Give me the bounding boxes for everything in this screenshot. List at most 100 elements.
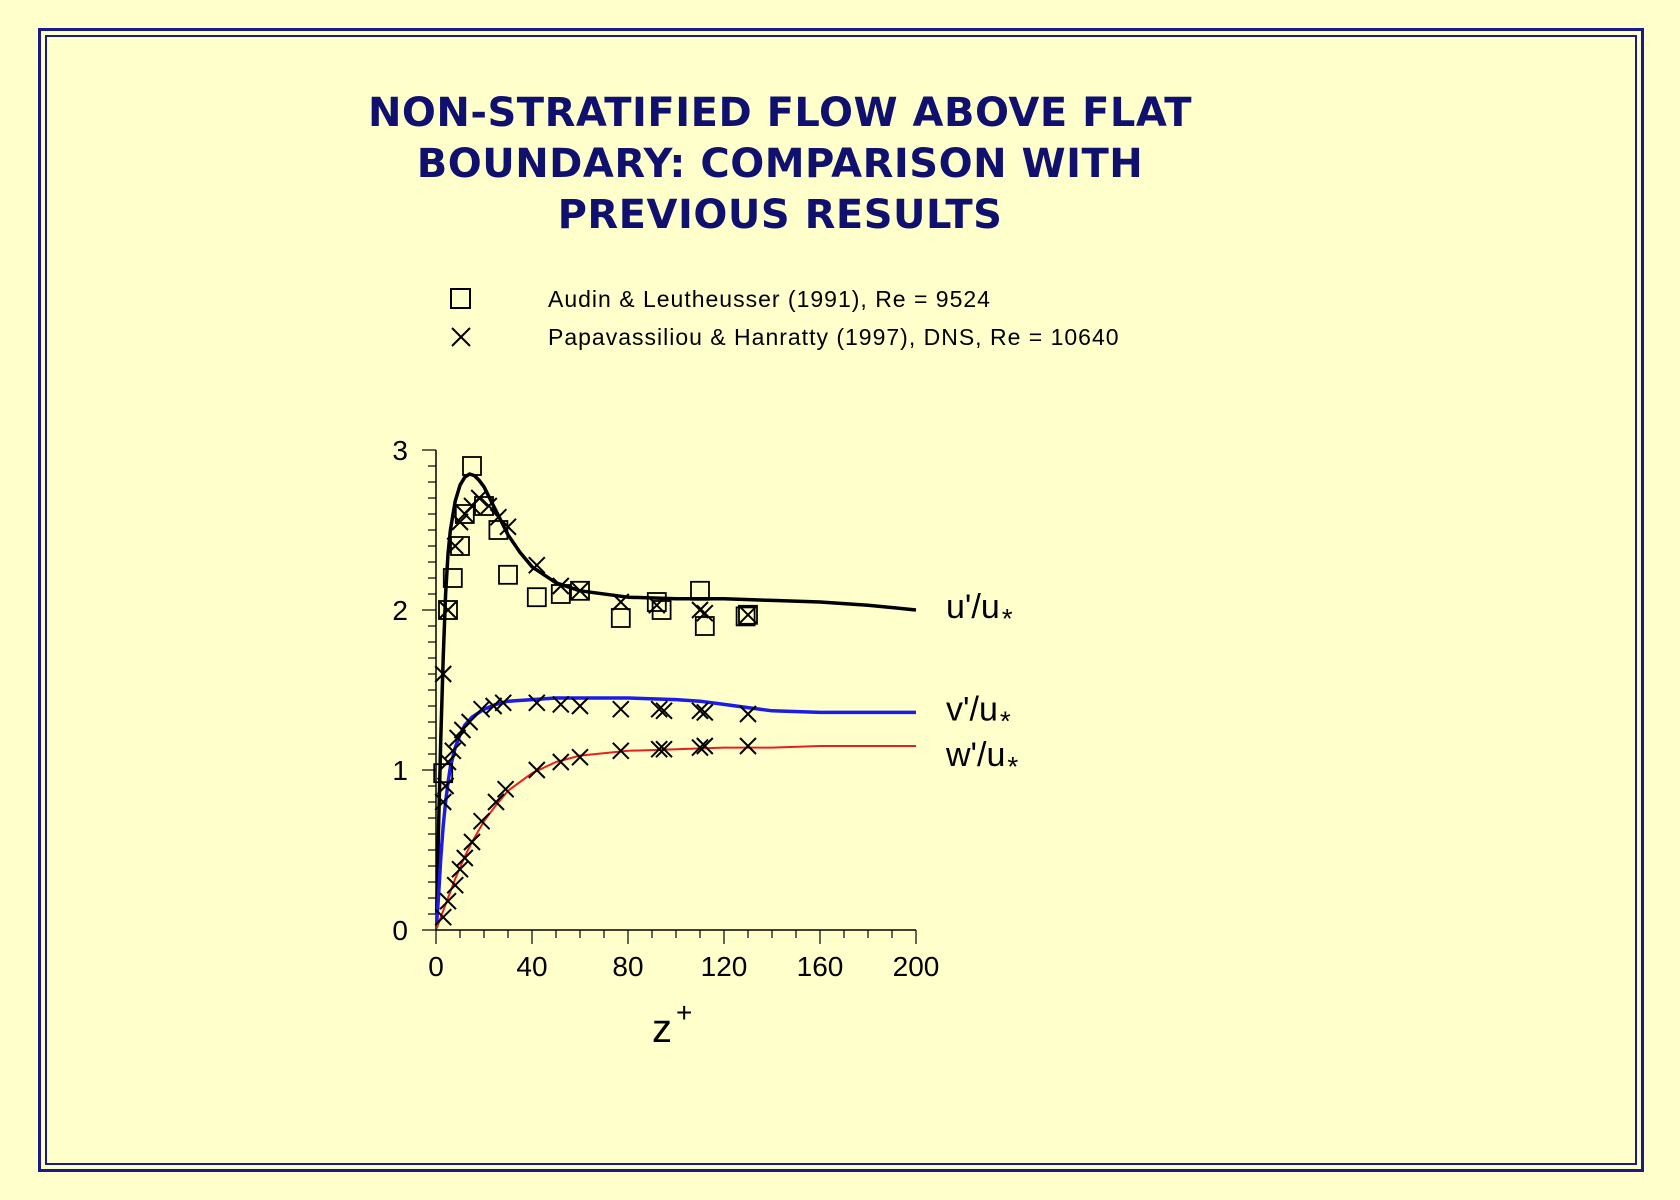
cross-marker [612,742,630,760]
cross-marker [739,705,757,723]
square-marker [462,456,482,476]
cross-marker [571,748,589,766]
square-marker [690,580,710,601]
cross-marker [648,596,666,614]
cross-marker [451,860,469,878]
square-marker [735,606,756,627]
y-tick-label: 0 [392,915,408,946]
cross-marker [691,601,709,619]
series-line-1 [434,696,916,923]
cross-marker [499,518,517,536]
x-axis-label: z [652,1007,672,1051]
cross-marker [446,876,464,894]
square-marker [438,600,458,620]
cross-marker [439,892,457,910]
legend-label-papa: Papavassiliou & Hanratty (1997), DNS, Re… [548,324,1120,350]
cross-marker [487,793,505,811]
x-tick-label: 160 [797,951,844,982]
cross-marker [434,665,452,683]
square-marker [646,592,667,612]
cross-marker [451,513,469,531]
title-line-2: BOUNDARY: COMPARISON WITH [416,141,1144,187]
legend-label-audin: Audin & Leutheusser (1991), Re = 9524 [548,286,991,312]
cross-marker [696,703,714,722]
x-tick-label: 200 [893,951,940,982]
cross-marker [439,601,457,619]
cross-marker [480,497,498,515]
cross-marker [472,812,491,830]
square-marker-icon [450,288,471,309]
cross-marker [691,702,709,720]
square-marker [474,496,494,516]
slide-title: NON-STRATIFIED FLOW ABOVE FLAT BOUNDARY:… [300,88,1260,241]
cross-marker [456,849,474,867]
legend-entry-papa: Papavassiliou & Hanratty (1997), DNS, Re… [440,322,1240,352]
cross-marker [655,740,673,758]
series-label-1: v'/u [946,690,998,728]
cross-marker [463,833,481,851]
cross-marker [484,697,503,715]
title-line-1: NON-STRATIFIED FLOW ABOVE FLAT [367,90,1193,136]
cross-marker [528,761,546,779]
cross-marker [446,537,464,555]
y-tick-label: 1 [392,755,408,786]
square-marker [488,520,509,540]
series-line-0 [434,472,917,915]
square-marker [570,580,590,601]
cross-marker [650,700,668,718]
slide-frame-inner [45,35,1637,1165]
square-marker [450,536,470,556]
cross-marker [494,694,512,712]
series-label-2: w'/u [945,736,1005,774]
cross-marker [612,593,630,611]
series-line-2 [435,745,916,929]
cross-marker [650,740,668,758]
cross-marker [552,695,570,714]
slide-frame-outer [38,28,1644,1172]
y-tick-label: 2 [392,595,408,626]
cross-marker [696,604,714,622]
cross-marker [691,738,709,757]
cross-marker [448,729,467,747]
cross-marker [696,737,714,755]
title-line-3: PREVIOUS RESULTS [557,192,1003,238]
cross-marker [436,777,455,795]
x-axis-label-superscript: + [676,997,692,1028]
square-marker [526,587,547,608]
cross-marker [571,582,589,600]
legend-entry-audin: Audin & Leutheusser (1991), Re = 9524 [440,284,1240,314]
cross-marker-icon [451,327,471,347]
series-label-subscript-0: * [1002,603,1013,634]
cross-marker [470,489,488,507]
series-label-subscript-2: * [1007,751,1018,782]
square-marker [442,568,463,588]
cross-marker [571,697,589,715]
square-marker [738,604,758,625]
cross-marker [434,793,452,811]
cross-marker [552,577,570,595]
x-tick-label: 80 [612,951,643,982]
cross-marker [739,606,757,624]
x-tick-label: 0 [428,951,444,982]
series-label-subscript-1: * [1000,705,1011,736]
cross-marker [528,694,546,712]
cross-marker [472,700,491,718]
x-tick-label: 40 [516,951,547,982]
cross-marker [528,556,546,574]
cross-marker [612,700,630,718]
series-label-0: u'/u [946,588,1000,626]
x-tick-label: 120 [701,951,748,982]
square-marker [694,616,715,636]
square-marker [498,564,518,585]
cross-marker [496,780,515,798]
cross-marker [434,908,452,926]
cross-marker [439,753,457,771]
square-marker [454,504,475,524]
cross-marker [552,753,570,771]
square-marker [610,608,631,628]
cross-marker [444,742,462,760]
y-tick-label: 3 [392,435,408,466]
cross-marker [739,737,757,755]
cross-marker [655,702,673,720]
